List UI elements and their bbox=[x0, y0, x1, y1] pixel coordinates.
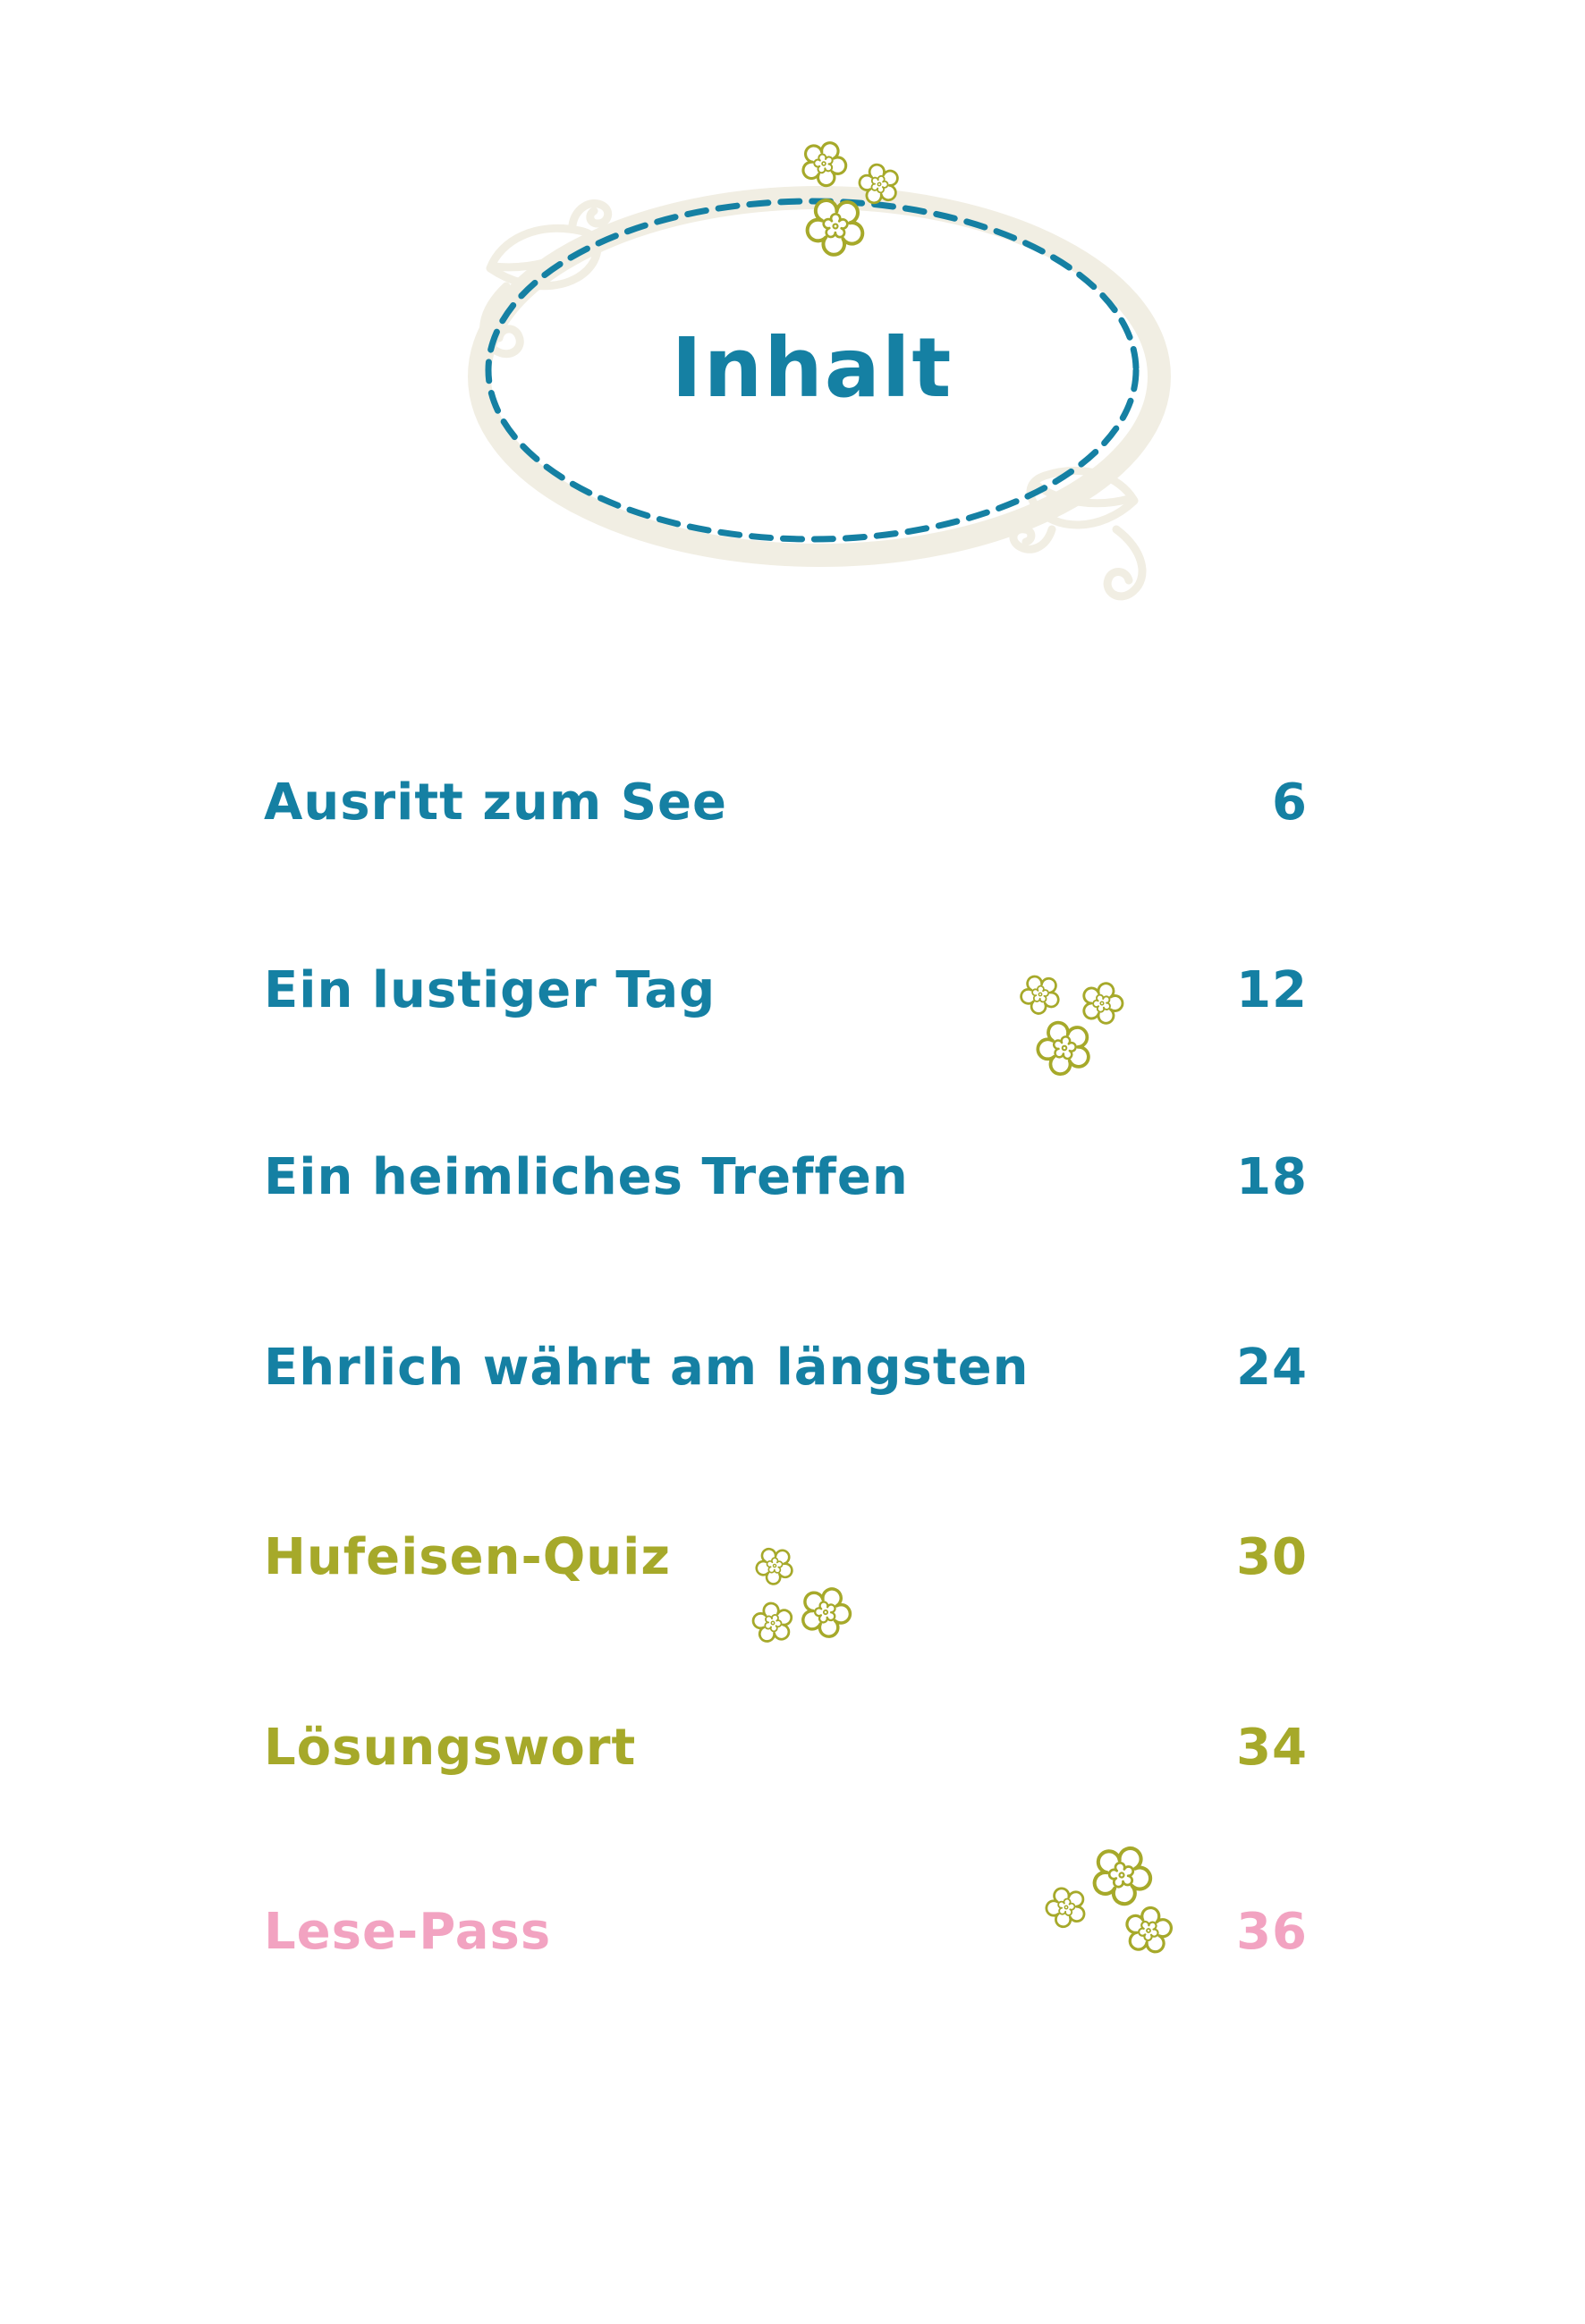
toc-entry-page: 30 bbox=[1236, 1528, 1308, 1586]
toc-entry-page: 12 bbox=[1236, 961, 1308, 1019]
toc-entry-label: Lösungswort bbox=[264, 1719, 637, 1777]
toc-entry: Ausritt zum See 6 bbox=[264, 772, 1308, 834]
toc-entry: Ehrlich währt am längsten 24 bbox=[264, 1337, 1308, 1399]
toc-entry-page: 24 bbox=[1236, 1339, 1308, 1397]
toc-entry: Hufeisen-Quiz 30 bbox=[264, 1526, 1308, 1589]
toc-entry-label: Lese-Pass bbox=[264, 1903, 552, 1961]
page-title: Inhalt bbox=[671, 320, 954, 416]
toc-entry-label: Ein heimliches Treffen bbox=[264, 1148, 909, 1206]
toc-entry-page: 18 bbox=[1236, 1148, 1308, 1206]
dashed-oval bbox=[485, 198, 1140, 543]
toc-entry: Lese-Pass 36 bbox=[264, 1901, 1308, 1964]
toc-entry: Ein lustiger Tag 12 bbox=[264, 959, 1308, 1022]
toc-entry-page: 6 bbox=[1272, 773, 1308, 832]
toc-entry-label: Hufeisen-Quiz bbox=[264, 1528, 671, 1586]
oval-ring-ornament bbox=[468, 186, 1171, 567]
toc-entry-label: Ehrlich währt am längsten bbox=[264, 1339, 1030, 1397]
toc-entry: Ein heimliches Treffen 18 bbox=[264, 1146, 1308, 1209]
toc-entry-label: Ausritt zum See bbox=[264, 773, 727, 832]
toc-entry-page: 34 bbox=[1236, 1719, 1308, 1777]
toc-entry: Lösungswort 34 bbox=[264, 1717, 1308, 1779]
toc-entry-page: 36 bbox=[1236, 1903, 1308, 1961]
toc-entry-label: Ein lustiger Tag bbox=[264, 961, 716, 1019]
